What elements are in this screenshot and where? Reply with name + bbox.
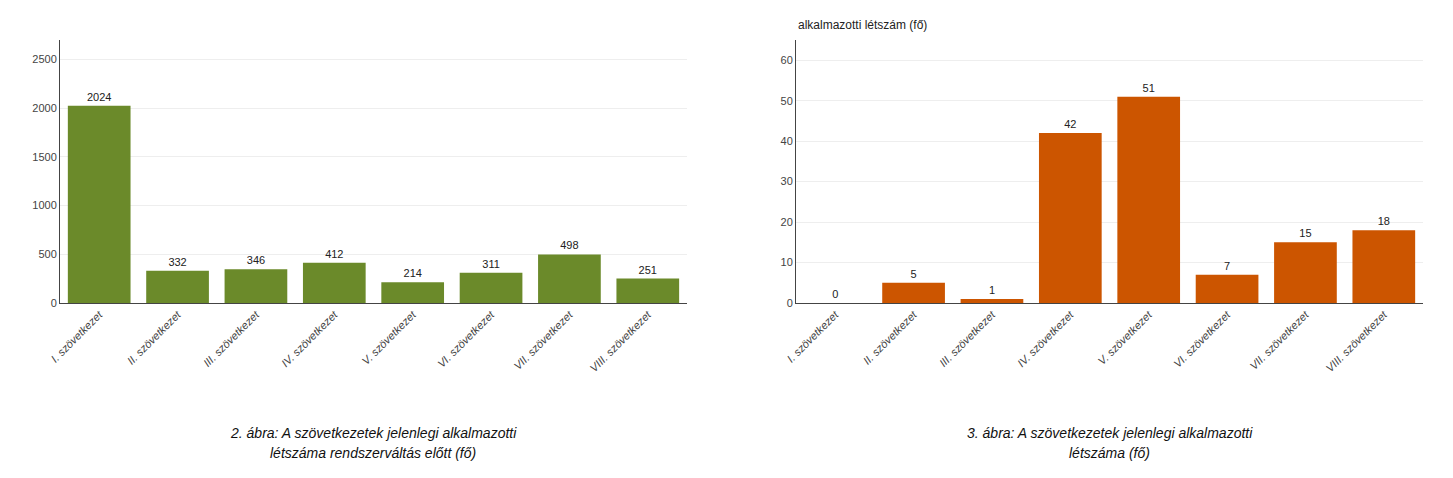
svg-text:42: 42: [1064, 118, 1076, 130]
svg-text:létszáma rendszerváltás előtt: létszáma rendszerváltás előtt (fő): [270, 445, 476, 461]
svg-text:V. szövetkezet: V. szövetkezet: [359, 308, 418, 367]
svg-text:20: 20: [781, 216, 793, 228]
svg-text:412: 412: [325, 248, 343, 260]
svg-text:0: 0: [787, 297, 793, 309]
svg-text:214: 214: [404, 267, 422, 279]
svg-text:létszáma (fő): létszáma (fő): [1069, 445, 1150, 461]
svg-text:60: 60: [781, 54, 793, 66]
svg-text:I. szövetkezet: I. szövetkezet: [48, 308, 105, 365]
svg-text:1500: 1500: [32, 151, 56, 163]
svg-text:VIII. szövetkezet: VIII. szövetkezet: [588, 308, 654, 374]
svg-text:311: 311: [482, 258, 500, 270]
svg-text:500: 500: [38, 248, 56, 260]
svg-text:III. szövetkezet: III. szövetkezet: [937, 308, 998, 369]
svg-text:2024: 2024: [87, 91, 111, 103]
svg-text:0: 0: [51, 297, 57, 309]
svg-text:2. ábra: A szövetkezetek jelen: 2. ábra: A szövetkezetek jelenlegi alkal…: [230, 425, 517, 441]
svg-text:VII. szövetkezet: VII. szövetkezet: [511, 308, 575, 372]
svg-text:2000: 2000: [32, 102, 56, 114]
svg-text:III. szövetkezet: III. szövetkezet: [201, 308, 262, 369]
svg-text:1: 1: [989, 284, 995, 296]
svg-text:II. szövetkezet: II. szövetkezet: [125, 308, 184, 367]
svg-text:50: 50: [781, 95, 793, 107]
svg-text:alkalmazotti létszám (fő): alkalmazotti létszám (fő): [798, 18, 927, 32]
svg-text:40: 40: [781, 135, 793, 147]
svg-text:10: 10: [781, 256, 793, 268]
svg-text:15: 15: [1299, 227, 1311, 239]
svg-text:498: 498: [560, 239, 578, 251]
svg-text:51: 51: [1143, 82, 1155, 94]
svg-text:30: 30: [781, 175, 793, 187]
svg-text:VI. szövetkezet: VI. szövetkezet: [435, 308, 497, 370]
svg-text:VI. szövetkezet: VI. szövetkezet: [1171, 308, 1233, 370]
svg-text:3. ábra: A szövetkezetek jelen: 3. ábra: A szövetkezetek jelenlegi alkal…: [967, 425, 1253, 441]
svg-text:VIII. szövetkezet: VIII. szövetkezet: [1324, 308, 1390, 374]
svg-text:332: 332: [168, 256, 186, 268]
svg-text:II. szövetkezet: II. szövetkezet: [861, 308, 920, 367]
svg-text:5: 5: [911, 268, 917, 280]
svg-text:V. szövetkezet: V. szövetkezet: [1096, 308, 1155, 367]
svg-text:0: 0: [832, 288, 838, 300]
svg-text:I. szövetkezet: I. szövetkezet: [784, 308, 841, 365]
svg-text:7: 7: [1224, 260, 1230, 272]
svg-text:1000: 1000: [32, 199, 56, 211]
svg-text:346: 346: [247, 254, 265, 266]
svg-text:IV. szövetkezet: IV. szövetkezet: [279, 308, 340, 369]
svg-text:2500: 2500: [32, 53, 56, 65]
svg-text:VII. szövetkezet: VII. szövetkezet: [1247, 308, 1311, 372]
svg-text:18: 18: [1378, 215, 1390, 227]
svg-text:IV. szövetkezet: IV. szövetkezet: [1015, 308, 1076, 369]
svg-text:251: 251: [639, 264, 657, 276]
